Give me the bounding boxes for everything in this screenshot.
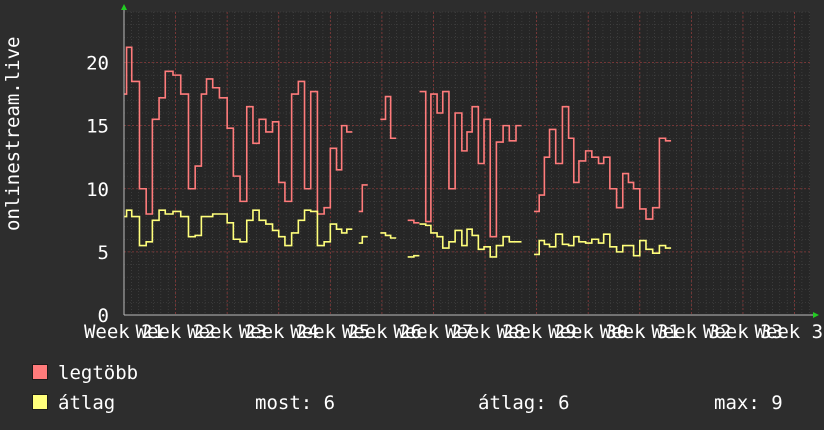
stat-max: max: 9: [714, 392, 783, 414]
x-axis-arrow: [813, 312, 819, 318]
x-tick-label: Week 28: [445, 321, 525, 340]
series-line-avg: [380, 232, 397, 239]
series-line-avg: [124, 209, 353, 247]
series-line-avg: [407, 254, 420, 258]
x-tick-label: Week 30: [548, 321, 628, 340]
y-tick-label: 0: [98, 305, 109, 327]
x-tick-label: Week 21: [84, 321, 164, 340]
x-tick-label: Week 26: [342, 321, 422, 340]
x-tick-label: Week 27: [393, 321, 473, 340]
chart-grid: [123, 11, 810, 316]
legend-label-max: legtöbb: [58, 362, 139, 384]
legend-item-avg: átlag: [32, 392, 115, 414]
series-line-max: [407, 219, 420, 224]
legend-item-max: legtöbb: [32, 362, 138, 384]
series-line-max: [380, 95, 397, 140]
y-tick-labels: 0 5 10 15 20: [86, 53, 109, 328]
x-tick-label: Week 29: [497, 321, 577, 340]
legend-swatch-max: [32, 364, 48, 380]
series-line-avg: [534, 233, 672, 257]
y-tick-label: 15: [86, 116, 109, 138]
series-line-avg: [419, 223, 522, 258]
legend-label-avg: átlag: [58, 392, 116, 414]
y-tick-label: 20: [86, 53, 109, 75]
x-tick-label: Week 23: [187, 321, 267, 340]
x-tick-label: Week 24: [239, 321, 319, 340]
x-tick-label: Week 34: [754, 321, 824, 340]
y-axis-arrow: [121, 4, 127, 10]
x-tick-label: Week 31: [600, 321, 680, 340]
x-tick-label: Week 25: [290, 321, 370, 340]
x-tick-label: Week 33: [703, 321, 783, 340]
chart-axes: [121, 4, 819, 318]
series-line-max: [534, 105, 672, 220]
stat-average: átlag: 6: [478, 392, 570, 414]
series-line-max: [124, 46, 353, 215]
y-axis-label: onlinestream.live: [2, 36, 24, 231]
y-tick-label: 10: [86, 179, 109, 201]
series-line-max: [358, 184, 368, 213]
stat-now: most: 6: [255, 392, 336, 414]
series-line-max: [419, 90, 522, 238]
x-tick-label: Week 32: [651, 321, 731, 340]
x-tick-label: Week 22: [136, 321, 216, 340]
series-lines: [124, 46, 672, 258]
y-tick-label: 5: [98, 242, 109, 264]
series-line-avg: [358, 235, 368, 244]
legend-swatch-avg: [32, 394, 48, 410]
